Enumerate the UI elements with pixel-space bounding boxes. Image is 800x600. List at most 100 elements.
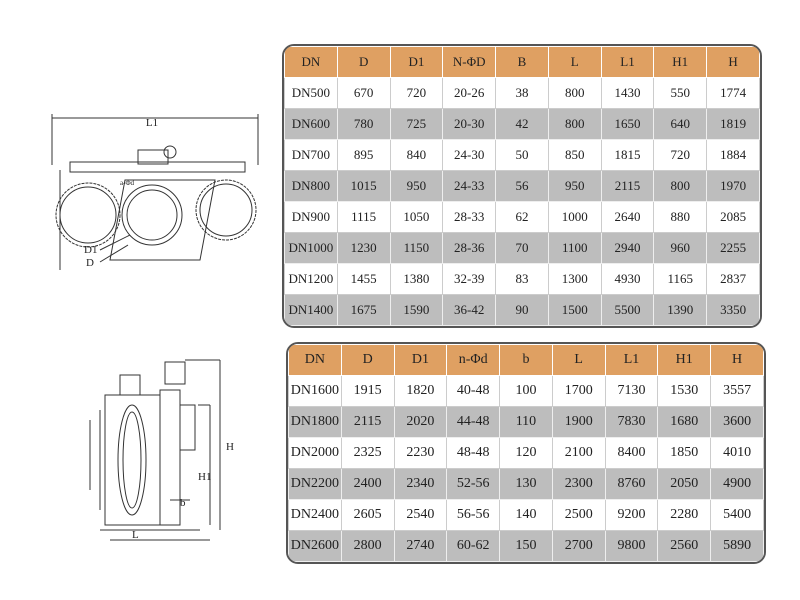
table-cell: 1820 (393, 375, 448, 407)
header-cell: L (547, 46, 602, 78)
table-cell: 2115 (340, 406, 395, 438)
table-cell: 1675 (336, 294, 391, 326)
table-cell: 840 (389, 139, 444, 171)
table-cell: 1900 (551, 406, 606, 438)
table-cell: 9800 (604, 530, 659, 562)
table-cell: 60-62 (446, 530, 501, 562)
table-cell: 62 (495, 201, 549, 233)
table-cell: 2640 (600, 201, 655, 233)
drawing (89, 359, 221, 541)
table-cell: 640 (653, 108, 708, 140)
table-cell: 960 (653, 232, 708, 264)
table-row: DN2000 2325 2230 48-48 120 2100 8400 1850 4010 (288, 437, 764, 469)
table-cell: 1970 (706, 170, 760, 202)
table-row: DN800 1015 950 24-33 56 950 2115 800 1970 (284, 170, 760, 202)
table-cell: 36-42 (442, 294, 497, 326)
table-cell: 2255 (706, 232, 760, 264)
table-cell: 83 (495, 263, 549, 295)
table-row: DN600 780 725 20-30 42 800 1650 640 1819 (284, 108, 760, 140)
dim-label: D (86, 257, 94, 269)
table-cell: 3557 (710, 375, 764, 407)
table-cell: 20-26 (442, 77, 497, 109)
table-cell: 2280 (657, 499, 712, 531)
header-cell: D (336, 46, 391, 78)
table-cell: 28-33 (442, 201, 497, 233)
table-row: DN500 670 720 20-26 38 800 1430 550 1774 (284, 77, 760, 109)
table-cell: 950 (547, 170, 602, 202)
header-cell: D (340, 344, 395, 376)
table-cell: 1819 (706, 108, 760, 140)
table-cell: DN2200 (288, 468, 342, 500)
table-cell: 24-30 (442, 139, 497, 171)
table-cell: 1150 (389, 232, 444, 264)
table-cell: 1915 (340, 375, 395, 407)
table-row: DN1800 2115 2020 44-48 110 1900 7830 1680 3600 (288, 406, 764, 438)
header-cell: H1 (657, 344, 712, 376)
spec-table-1: DN D D1 N-ΦD B L L1 H1 H DN500 670 720 20-26 38 800 143… (282, 44, 762, 328)
table-cell: 1380 (389, 263, 444, 295)
figure-2: H H1 L b (89, 359, 234, 541)
table-cell: 1300 (547, 263, 602, 295)
table-cell: 1590 (389, 294, 444, 326)
table-cell: 7830 (604, 406, 659, 438)
header-cell: D1 (389, 46, 444, 78)
header-cell: L1 (604, 344, 659, 376)
table-cell: 32-39 (442, 263, 497, 295)
header-cell: B (495, 46, 549, 78)
table-cell: 2020 (393, 406, 448, 438)
table-cell: 1700 (551, 375, 606, 407)
table-cell: DN2600 (288, 530, 342, 562)
table-row: DN1000 1230 1150 28-36 70 1100 2940 960 2255 (284, 232, 760, 264)
table-cell: 3600 (710, 406, 764, 438)
header-cell: H (710, 344, 764, 376)
table-row: DN900 1115 1050 28-33 62 1000 2640 880 2085 (284, 201, 760, 233)
table-cell: 1680 (657, 406, 712, 438)
table-cell: 1390 (653, 294, 708, 326)
drawing (51, 114, 259, 270)
header-cell: N-ΦD (442, 46, 497, 78)
table-cell: DN1400 (284, 294, 338, 326)
table-cell: 1015 (336, 170, 391, 202)
table-cell: 780 (336, 108, 391, 140)
table-row: DN1400 1675 1590 36-42 90 1500 5500 1390 3350 (284, 294, 760, 326)
table-cell: 2740 (393, 530, 448, 562)
table-cell: 2837 (706, 263, 760, 295)
table-cell: 52-56 (446, 468, 501, 500)
table-cell: 2100 (551, 437, 606, 469)
table-cell: 2115 (600, 170, 655, 202)
table-cell: 4930 (600, 263, 655, 295)
table-cell: 110 (499, 406, 553, 438)
table-cell: 800 (653, 170, 708, 202)
table-cell: 2085 (706, 201, 760, 233)
dim-label: a-Φd (120, 179, 135, 187)
header-cell: L1 (600, 46, 655, 78)
table-cell: 2940 (600, 232, 655, 264)
dim-label: D1 (84, 244, 97, 256)
header-row: DN D D1 n-Φd b L L1 H1 H (288, 344, 764, 376)
table-cell: 2340 (393, 468, 448, 500)
table-cell: 4900 (710, 468, 764, 500)
table-row: DN2200 2400 2340 52-56 130 2300 8760 2050 4900 (288, 468, 764, 500)
table-cell: 1165 (653, 263, 708, 295)
header-cell: H (706, 46, 760, 78)
table-cell: 895 (336, 139, 391, 171)
header-cell: L (551, 344, 606, 376)
table-cell: 56-56 (446, 499, 501, 531)
header-cell: DN (288, 344, 342, 376)
table-cell: 950 (389, 170, 444, 202)
table-cell: 5500 (600, 294, 655, 326)
table-cell: 5890 (710, 530, 764, 562)
table-cell: 1530 (657, 375, 712, 407)
header-cell: D1 (393, 344, 448, 376)
table-cell: DN800 (284, 170, 338, 202)
table-cell: 42 (495, 108, 549, 140)
table-cell: 550 (653, 77, 708, 109)
table-cell: 4010 (710, 437, 764, 469)
table-cell: 2230 (393, 437, 448, 469)
table-cell: 38 (495, 77, 549, 109)
header-cell: b (499, 344, 553, 376)
table-cell: 9200 (604, 499, 659, 531)
table-cell: 1500 (547, 294, 602, 326)
table-cell: 1815 (600, 139, 655, 171)
